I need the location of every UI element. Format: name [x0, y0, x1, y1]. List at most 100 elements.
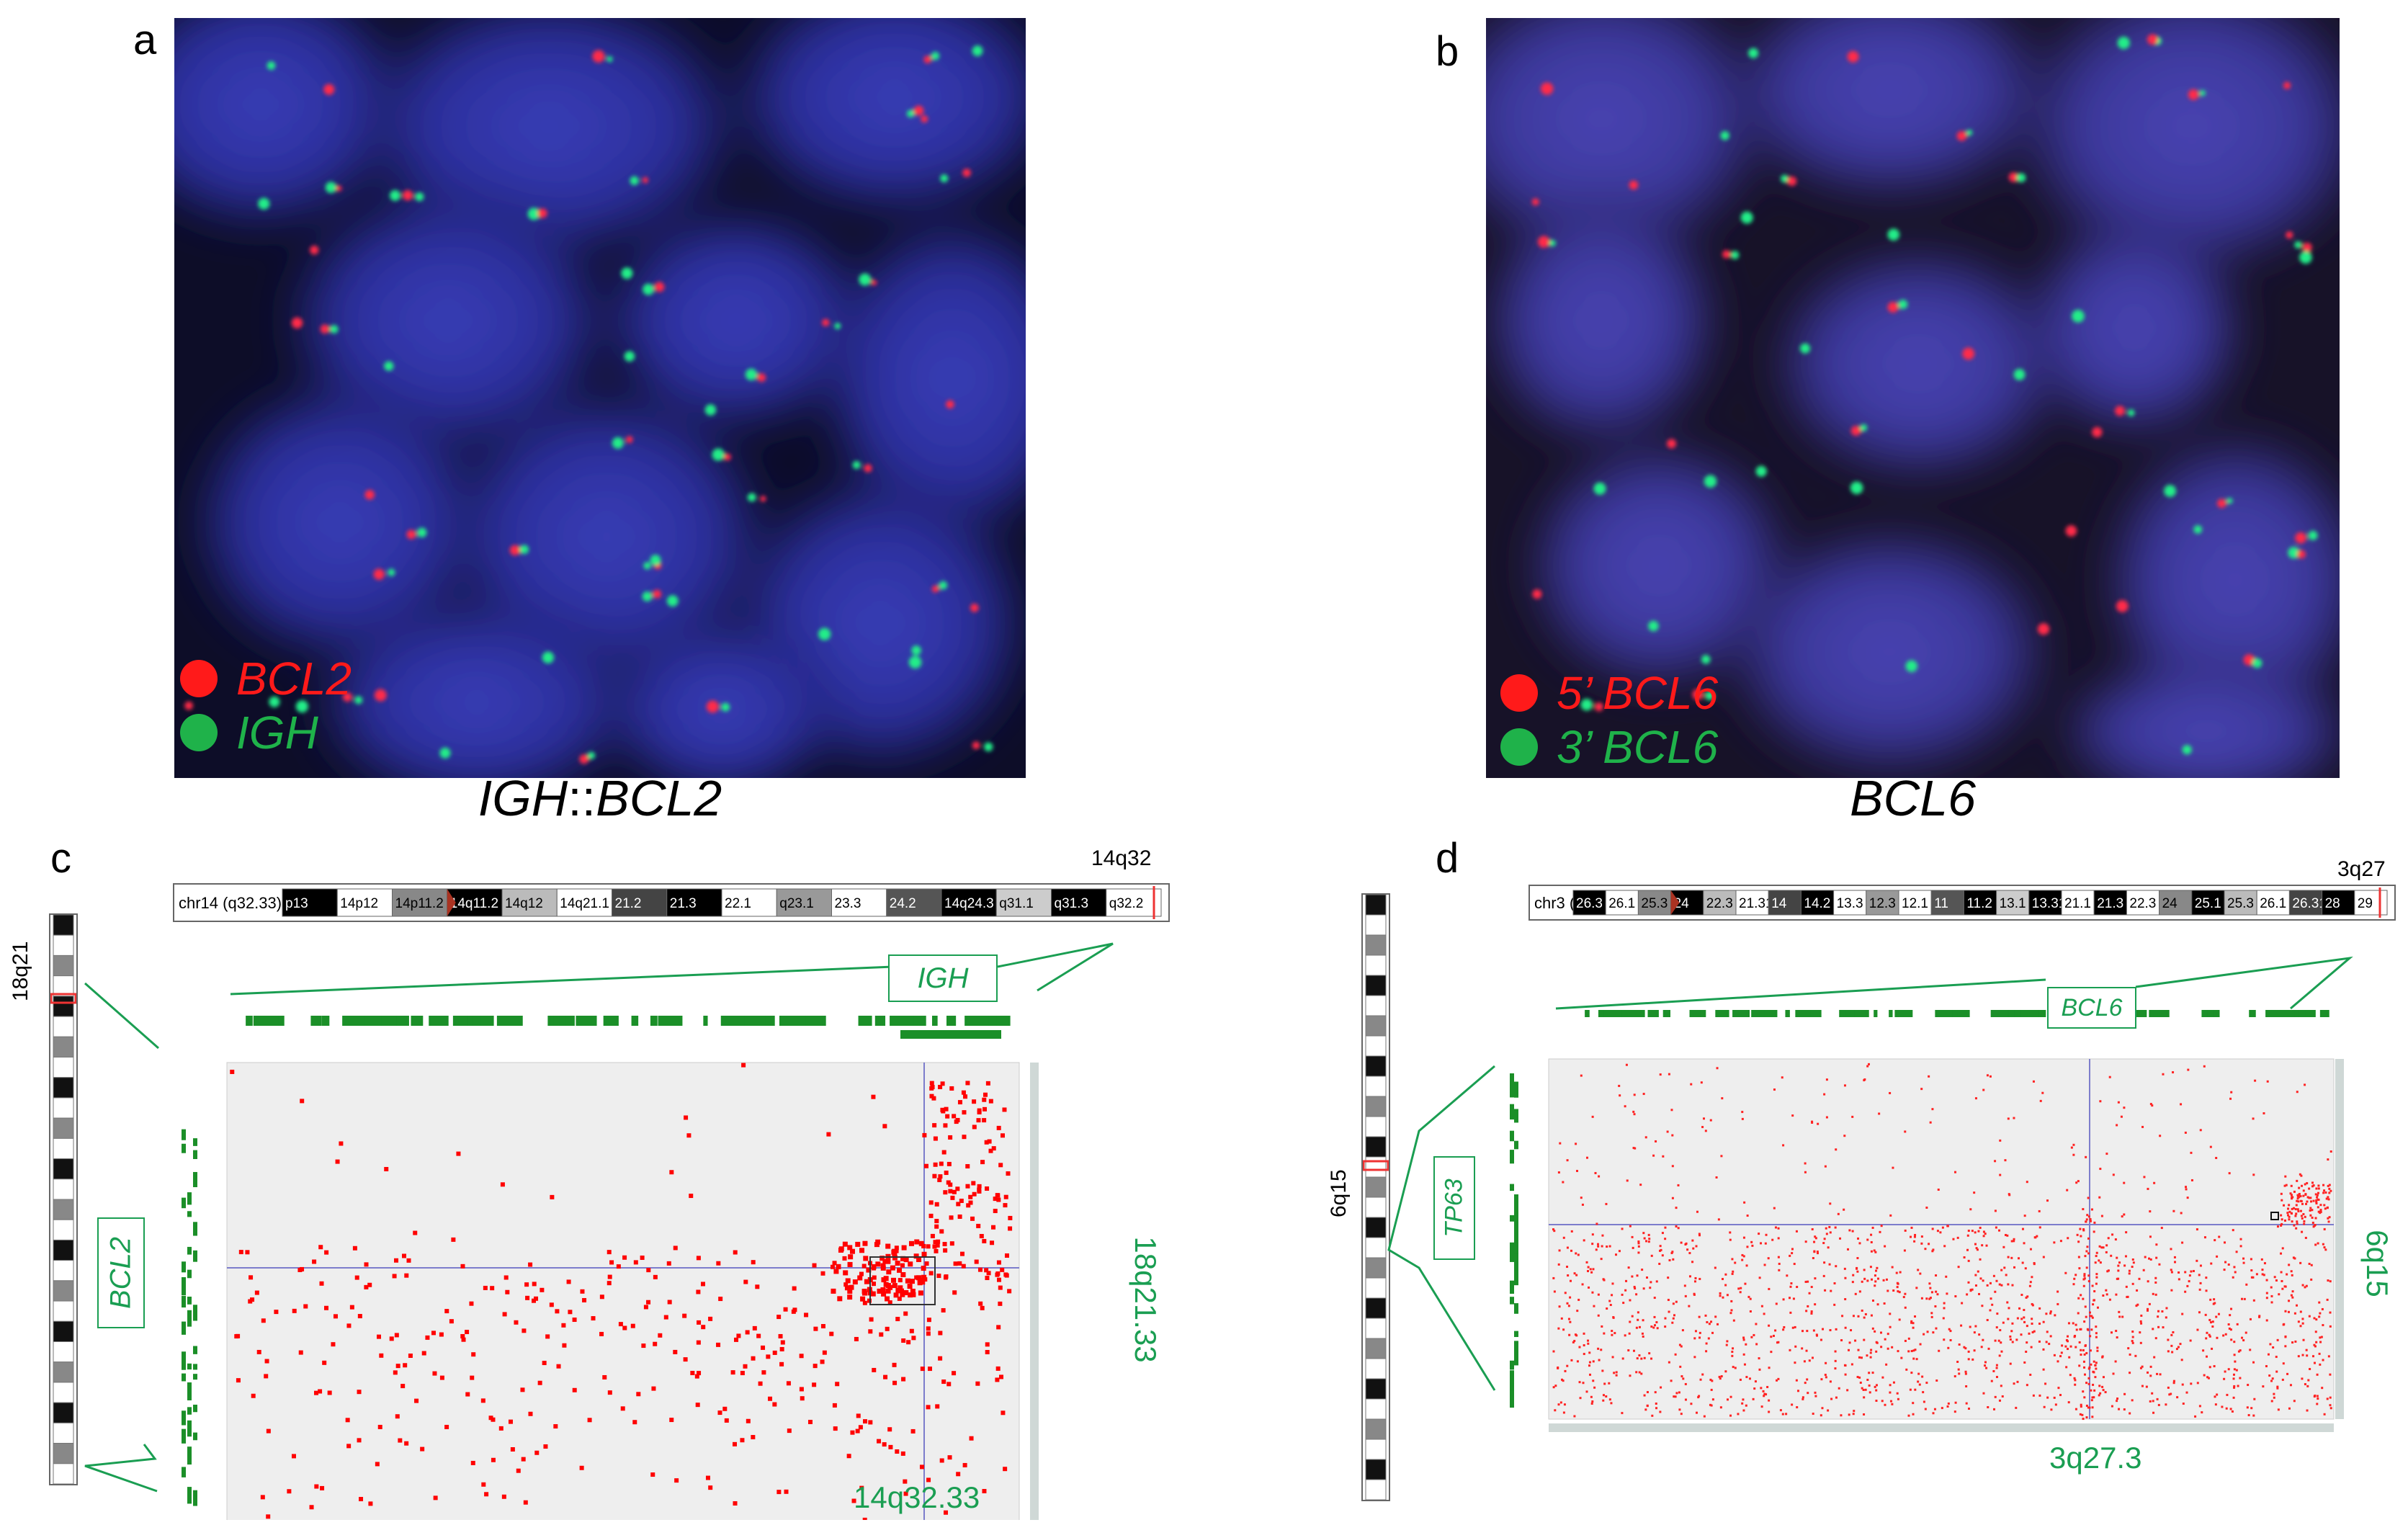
contact-point [607, 1250, 612, 1255]
contact-point [1897, 1290, 1899, 1293]
red-signal [970, 603, 979, 612]
contact-point [871, 1094, 876, 1099]
contact-point [847, 1245, 853, 1251]
contact-point [2329, 1396, 2332, 1399]
contact-point [2095, 1336, 2098, 1338]
contact-point [1791, 1326, 1794, 1329]
contact-point [1650, 1325, 1653, 1328]
contact-point [1875, 1350, 1878, 1353]
gene-track-bar [1947, 1010, 1963, 1017]
zoom-line-left-bottom [84, 1444, 158, 1493]
contact-point [2100, 1215, 2103, 1217]
contact-point [847, 1261, 853, 1267]
contact-point [320, 1485, 325, 1490]
contact-point [1846, 1389, 1849, 1392]
contact-point [820, 1324, 825, 1329]
contact-point [379, 1353, 384, 1358]
contact-point [1808, 1359, 1811, 1362]
contact-point [2317, 1198, 2319, 1201]
gene-track-bar [1510, 1130, 1514, 1142]
green-signal [1860, 424, 1868, 431]
contact-point [1741, 1111, 1744, 1114]
contact-point [1794, 1361, 1796, 1364]
contact-point [1709, 1119, 1712, 1122]
contact-point [1828, 1225, 1831, 1228]
contact-point [1674, 1353, 1677, 1356]
contact-point [885, 1258, 891, 1264]
contact-point [1805, 1349, 1808, 1352]
contact-point [2083, 1277, 2086, 1280]
contact-point [1960, 1324, 1963, 1327]
breakpoint-box [2270, 1212, 2279, 1220]
contact-point [996, 1125, 1001, 1130]
contact-point [845, 1278, 851, 1284]
contact-point [2285, 1184, 2288, 1186]
contact-point [1658, 1249, 1661, 1252]
contact-point [2116, 1336, 2118, 1339]
contact-point [799, 1354, 804, 1359]
contact-point [1686, 1248, 1689, 1251]
contact-point [1995, 1226, 1997, 1229]
contact-point [2082, 1349, 2085, 1351]
contact-point [2309, 1368, 2311, 1371]
contact-point [2136, 1289, 2139, 1292]
contact-point [1844, 1373, 1847, 1376]
contact-point [1624, 1334, 1626, 1337]
red-signal [342, 692, 352, 702]
contact-point [524, 1282, 529, 1287]
green-signal [1800, 343, 1811, 354]
contact-point [755, 1284, 760, 1289]
contact-point [1655, 1321, 1658, 1324]
red-signal [723, 453, 731, 461]
green-signal [859, 273, 872, 286]
contact-point [236, 1378, 241, 1383]
red-signal [184, 701, 193, 710]
contact-point [2303, 1222, 2306, 1225]
gene-track-bar [1810, 1010, 1822, 1017]
contact-point [2112, 1173, 2115, 1176]
contact-point [1827, 1246, 1830, 1249]
ideogram-band [995, 888, 1052, 917]
contact-point [2301, 1322, 2304, 1325]
contact-point [1777, 1227, 1780, 1230]
contact-point [1928, 1243, 1930, 1246]
contact-point [786, 1381, 791, 1386]
ideogram-band [53, 1239, 74, 1261]
contact-point [1795, 1230, 1798, 1233]
contact-point [2095, 1332, 2098, 1335]
contact-point [1936, 1230, 1939, 1233]
contact-point [2226, 1393, 2229, 1396]
contact-point [882, 1258, 887, 1264]
ideogram-band [721, 888, 777, 917]
red-signal [291, 317, 303, 329]
contact-point [602, 1374, 607, 1379]
contact-point [2081, 1413, 2084, 1416]
red-signal [364, 490, 375, 500]
contact-point [979, 1233, 984, 1238]
contact-point [1637, 1240, 1640, 1243]
contact-point [2239, 1377, 2242, 1379]
contact-point [2315, 1202, 2318, 1204]
contact-point [991, 1146, 996, 1151]
contact-point [939, 1161, 944, 1166]
contact-point [1989, 1075, 1992, 1078]
contact-point [2297, 1200, 2300, 1203]
contact-point [1684, 1294, 1687, 1297]
ideogram-band-label: 22.3 [1706, 896, 1733, 911]
contact-point [2175, 1348, 2178, 1351]
contact-point [1914, 1315, 1917, 1318]
contact-point [2290, 1294, 2293, 1297]
contact-point [1745, 1264, 1748, 1267]
contact-point [2262, 1385, 2265, 1388]
contact-point [2291, 1296, 2294, 1299]
contact-point [2023, 1320, 2026, 1323]
contact-point [2324, 1207, 2327, 1210]
contact-point [2149, 1258, 2152, 1261]
contact-point [1978, 1292, 1981, 1295]
contact-point [2155, 1243, 2158, 1246]
contact-point [1917, 1269, 1920, 1271]
contact-point [1839, 1237, 1842, 1240]
ideogram-band-label: 21.1 [2064, 896, 2091, 911]
contact-point [1852, 1413, 1855, 1416]
contact-point [2316, 1395, 2319, 1397]
